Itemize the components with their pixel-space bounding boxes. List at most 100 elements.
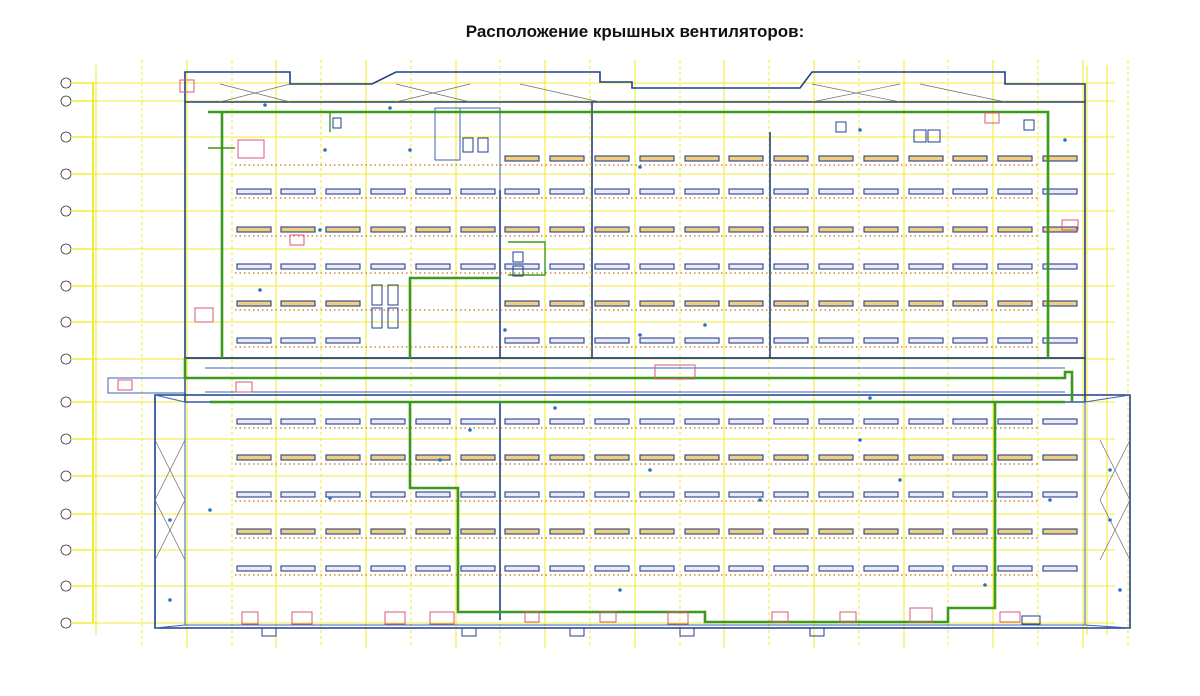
marker-dot <box>758 498 762 502</box>
roof-fan-icon <box>818 454 854 461</box>
roof-fan-icon <box>594 565 630 572</box>
roof-fan-icon <box>549 226 585 233</box>
roof-fan-icon <box>280 226 316 233</box>
roof-fan-icon <box>370 188 406 195</box>
roof-fan-icon <box>1042 528 1078 535</box>
roof-fan-icon <box>325 528 361 535</box>
marker-dot <box>858 128 862 132</box>
marker-dot <box>553 406 557 410</box>
roof-fan-icon <box>236 188 272 195</box>
roof-fan-icon <box>997 491 1033 498</box>
roof-fan-icon <box>460 528 496 535</box>
roof-fan-icon <box>952 337 988 344</box>
equipment-unit-icon <box>387 284 399 306</box>
marker-dot <box>858 438 862 442</box>
equipment-unit-icon <box>512 265 524 277</box>
equipment-box-icon <box>194 307 214 323</box>
ventilation-zones <box>183 110 1074 624</box>
roof-fan-icon <box>952 188 988 195</box>
equipment-box-icon <box>984 112 1000 124</box>
roof-fan-icon <box>1042 300 1078 307</box>
lower-block-outline <box>154 394 1131 629</box>
equipment-box-icon <box>654 364 696 380</box>
roof-fan-icon <box>684 337 720 344</box>
roof-fan-icon <box>236 300 272 307</box>
roof-fan-icon <box>773 565 809 572</box>
roof-fan-icon <box>1042 337 1078 344</box>
roof-fan-icon <box>908 226 944 233</box>
roof-fan-icon <box>236 226 272 233</box>
roof-fan-icon <box>639 337 675 344</box>
equipment-unit-icon <box>371 284 383 306</box>
roof-fan-icon <box>415 418 451 425</box>
roof-fan-icon <box>236 263 272 270</box>
marker-dot <box>328 496 332 500</box>
roof-fan-icon <box>863 491 899 498</box>
marker-dot <box>1048 498 1052 502</box>
marker-dot <box>703 323 707 327</box>
roof-fan-icon <box>1042 565 1078 572</box>
equipment-unit-icon <box>387 307 399 329</box>
roof-fan-icon <box>684 565 720 572</box>
roof-fan-icon <box>1042 155 1078 162</box>
equipment-box-icon <box>237 139 265 159</box>
roof-fan-icon <box>728 565 764 572</box>
equipment-box-icon <box>179 79 195 93</box>
roof-fan-icon <box>325 454 361 461</box>
equipment-box-icon <box>839 611 857 623</box>
marker-dot <box>983 583 987 587</box>
axis-marker-icon <box>60 280 72 292</box>
roof-fan-icon <box>952 226 988 233</box>
roof-fan-icon <box>504 491 540 498</box>
roof-fan-icon <box>639 528 675 535</box>
equipment-unit-icon <box>913 129 927 143</box>
roof-fan-icon <box>504 300 540 307</box>
roof-fan-icon <box>236 337 272 344</box>
roof-fan-icon <box>370 226 406 233</box>
roof-fan-icon <box>639 263 675 270</box>
roof-fan-icon <box>863 565 899 572</box>
roof-fan-icon <box>415 528 451 535</box>
equipment-unit-icon <box>927 129 941 143</box>
roof-fan-icon <box>415 454 451 461</box>
roof-fan-icon <box>236 418 272 425</box>
equipment-unit-icon <box>332 117 342 129</box>
equipment-unit-icon <box>1021 615 1041 625</box>
equipment-box-icon <box>429 611 455 625</box>
roof-fan-icon <box>460 188 496 195</box>
roof-fan-icon <box>639 491 675 498</box>
roof-fan-icon <box>728 528 764 535</box>
roof-fan-icon <box>684 300 720 307</box>
marker-dot <box>1108 468 1112 472</box>
roof-fan-icon <box>773 454 809 461</box>
roof-fan-icon <box>504 454 540 461</box>
axis-marker-icon <box>60 316 72 328</box>
roof-fan-icon <box>325 418 361 425</box>
roof-fan-icon <box>594 300 630 307</box>
roof-fan-icon <box>639 300 675 307</box>
roof-fan-icon <box>370 491 406 498</box>
roof-fan-icon <box>952 528 988 535</box>
roof-fan-icon <box>908 454 944 461</box>
roof-fan-icon <box>415 188 451 195</box>
marker-dot <box>208 508 212 512</box>
interior-walls <box>499 102 771 620</box>
marker-dot <box>318 228 322 232</box>
roof-fan-icon <box>549 300 585 307</box>
zone-boundary-lower <box>210 400 1065 624</box>
roof-fan-icon <box>773 188 809 195</box>
roof-fan-icon <box>818 300 854 307</box>
equipment-box-icon <box>909 607 933 623</box>
roof-fan-icon <box>370 454 406 461</box>
equipment-unit-icon <box>835 121 847 133</box>
roof-fan-icon <box>549 337 585 344</box>
roof-fan-icon <box>863 418 899 425</box>
roof-fan-icon <box>818 263 854 270</box>
equipment-box-icon <box>771 611 789 623</box>
roof-fans <box>235 155 1078 576</box>
marker-dot <box>168 598 172 602</box>
marker-dot <box>388 106 392 110</box>
roof-fan-icon <box>280 528 316 535</box>
roof-fan-icon <box>997 188 1033 195</box>
roof-fan-icon <box>280 337 316 344</box>
